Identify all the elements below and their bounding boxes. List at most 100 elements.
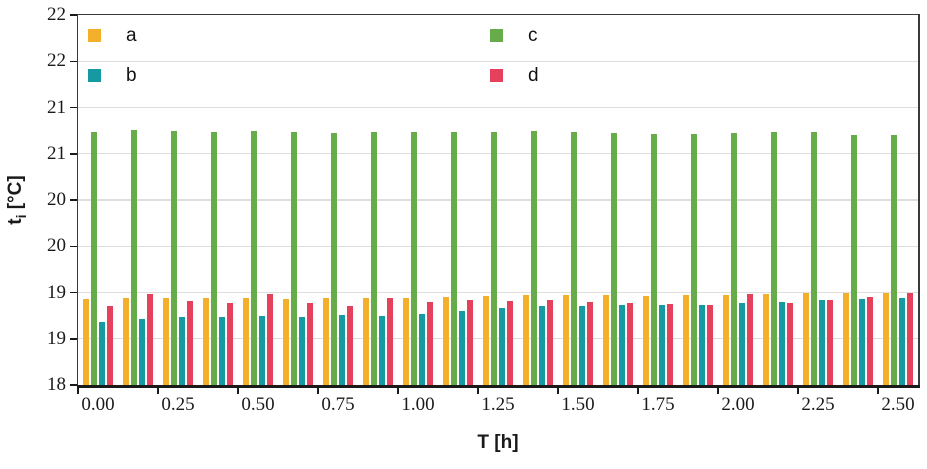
bar-b — [698, 304, 706, 385]
bar-c — [170, 130, 178, 385]
bar-a — [842, 293, 850, 385]
bar-c — [490, 131, 498, 385]
bar-d — [426, 301, 434, 385]
y-tick — [69, 384, 77, 386]
bar-a — [82, 298, 90, 385]
bar-b — [218, 316, 226, 385]
bar-d — [826, 299, 834, 385]
bar-c — [730, 133, 738, 385]
x-tick-label: 2.25 — [801, 394, 835, 415]
bar-b — [738, 302, 746, 385]
x-tick — [77, 387, 79, 394]
bar-a — [402, 298, 410, 385]
bar-d — [146, 294, 154, 385]
bar-c — [770, 132, 778, 385]
bar-b — [858, 298, 866, 385]
bar-c — [530, 130, 538, 385]
bar-a — [602, 295, 610, 385]
legend-label-b: b — [126, 65, 137, 86]
y-tick-label: 19 — [47, 281, 66, 303]
bar-b — [418, 313, 426, 385]
bar-d — [546, 299, 554, 385]
bar-c — [90, 132, 98, 385]
bar-d — [186, 300, 194, 385]
bar-a — [242, 298, 250, 385]
legend-swatch-d — [490, 69, 503, 82]
bar-d — [666, 303, 674, 385]
bar-a — [442, 297, 450, 385]
bar-c — [370, 132, 378, 385]
x-tick-label: 1.75 — [641, 394, 675, 415]
x-tick-label: 1.25 — [481, 394, 515, 415]
bar-a — [522, 295, 530, 385]
bar-d — [626, 302, 634, 385]
bar-c — [890, 135, 898, 385]
bar-d — [466, 299, 474, 385]
x-tick — [477, 387, 479, 394]
x-tick — [237, 387, 239, 394]
bar-b — [138, 319, 146, 385]
bar-b — [618, 305, 626, 385]
bar-c — [250, 130, 258, 385]
x-tick — [637, 387, 639, 394]
bar-a — [162, 298, 170, 385]
x-tick — [797, 387, 799, 394]
bar-c — [330, 133, 338, 385]
bar-d — [586, 301, 594, 385]
y-tick-label: 20 — [47, 235, 66, 257]
x-tick-label: 0.00 — [81, 394, 115, 415]
x-tick — [557, 387, 559, 394]
x-tick-label: 0.25 — [161, 394, 195, 415]
gridline — [78, 291, 918, 294]
bar-b — [98, 322, 106, 385]
bar-d — [266, 294, 274, 385]
gridline — [78, 153, 918, 155]
bar-a — [362, 298, 370, 385]
x-tick — [157, 387, 159, 394]
bar-b — [778, 301, 786, 385]
bar-a — [482, 296, 490, 385]
bar-d — [506, 300, 514, 385]
bar-b — [498, 308, 506, 385]
y-tick — [69, 245, 77, 247]
bar-d — [706, 304, 714, 385]
bar-c — [850, 135, 858, 385]
bar-c — [210, 131, 218, 385]
bar-a — [802, 293, 810, 385]
gridline — [78, 245, 918, 247]
y-tick — [69, 199, 77, 201]
bar-a — [322, 298, 330, 385]
y-axis-title-main: t — [5, 218, 26, 225]
y-tick-label: 18 — [47, 374, 66, 395]
plot-frame-left — [76, 13, 78, 385]
bar-c — [570, 131, 578, 385]
y-tick-label: 22 — [47, 4, 66, 25]
bar-d — [306, 302, 314, 385]
bar-b — [578, 306, 586, 385]
bar-b — [898, 298, 906, 385]
x-axis-line — [76, 385, 920, 388]
gridline — [78, 199, 918, 201]
x-tick-label: 0.50 — [241, 394, 275, 415]
bar-a — [882, 293, 890, 385]
bar-a — [202, 298, 210, 385]
bar-d — [746, 294, 754, 385]
y-tick-label: 22 — [47, 50, 66, 72]
bar-a — [642, 296, 650, 385]
bar-c — [650, 134, 658, 385]
x-tick-label: 2.50 — [881, 394, 915, 415]
plot-area — [78, 15, 918, 385]
x-tick — [397, 387, 399, 394]
x-tick — [717, 387, 719, 394]
bar-b — [818, 299, 826, 385]
y-tick — [69, 338, 77, 340]
bar-c — [450, 131, 458, 385]
y-tick — [69, 291, 77, 294]
legend-swatch-b — [88, 69, 101, 82]
gridline — [78, 338, 918, 340]
y-tick-label: 21 — [47, 142, 66, 164]
bar-d — [386, 298, 394, 385]
bar-b — [298, 316, 306, 385]
legend-swatch-c — [490, 29, 503, 42]
